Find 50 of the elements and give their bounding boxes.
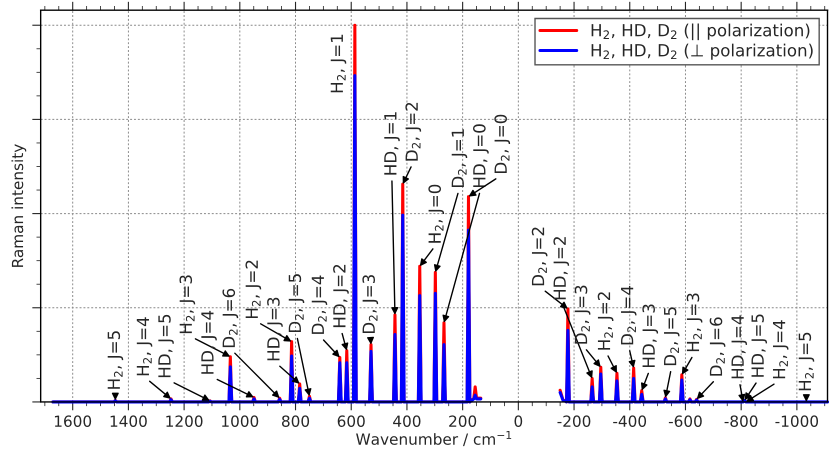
annotation: H$_{2}$, J=3 xyxy=(686,294,702,352)
annotation: H$_{2}$, J=3 xyxy=(179,275,196,334)
annotation: D$_{2}$, J=2 xyxy=(405,102,422,161)
annotation: D$_{2}$, J=1 xyxy=(452,129,468,187)
x-tick-label: 1400 xyxy=(110,415,147,427)
legend-label: H$_{2}$, HD, D$_{2}$ (⊥ polarization) xyxy=(592,44,813,60)
annotation: HD, J=3 xyxy=(267,298,283,360)
x-tick-label: 1600 xyxy=(54,415,92,427)
x-tick-label: 400 xyxy=(393,415,420,427)
x-tick-label: -400 xyxy=(613,415,646,427)
annotation: D$_{2}$, J=5 xyxy=(664,307,680,366)
annotation: D$_{2}$, J=6 xyxy=(710,317,726,376)
legend-label: H$_{2}$, HD, D$_{2}$ (|| polarization) xyxy=(592,23,810,40)
annotation: H$_{2}$, J=2 xyxy=(598,292,614,350)
annotation: D$_{2}$, J=3 xyxy=(362,275,378,334)
annotation: H$_{2}$, J=2 xyxy=(245,260,262,318)
annotation: D$_{2}$, J=3 xyxy=(574,286,590,344)
y-axis-title: Raman intensity xyxy=(11,144,26,267)
annotation: HD, J=4 xyxy=(201,310,217,374)
x-tick-label: 1000 xyxy=(222,415,258,427)
annotation: HD, J=4 xyxy=(732,315,748,378)
annotation: H$_{2}$, J=4 xyxy=(136,317,152,376)
annotation: D$_{2}$, J=0 xyxy=(494,114,510,173)
annotation: HD, J=1 xyxy=(384,112,400,175)
annotation: D$_{2}$, J=4 xyxy=(621,286,637,344)
annotation: H$_{2}$, J=5 xyxy=(108,331,124,389)
annotation: HD, J=5 xyxy=(158,314,174,378)
annotation: HD, J=2 xyxy=(553,237,570,300)
annotation: HD, J=5 xyxy=(752,314,768,377)
annotation: HD, J=2 xyxy=(333,264,349,328)
x-tick-label: 1200 xyxy=(166,415,203,427)
annotation: D$_{2}$, J=6 xyxy=(222,288,238,348)
x-tick-label: -1000 xyxy=(775,415,818,427)
x-tick-label: -600 xyxy=(668,415,702,427)
annotation: HD, J=3 xyxy=(642,304,658,368)
annotation: D$_{2}$, J=5 xyxy=(288,274,304,332)
annotation: H$_{2}$, J=5 xyxy=(798,332,814,390)
x-axis-title: Wavenumber / cm$^{−1}$ xyxy=(356,431,512,446)
x-tick-label: -800 xyxy=(724,415,758,427)
annotation: H$_{2}$, J=1 xyxy=(330,34,346,92)
x-tick-label: 200 xyxy=(449,415,476,427)
x-tick-label: 0 xyxy=(514,415,522,427)
annotation: D$_{2}$, J=2 xyxy=(532,228,548,286)
x-tick-label: 800 xyxy=(282,415,310,427)
annotation: HD, J=0 xyxy=(473,124,489,187)
annotation: H$_{2}$, J=0 xyxy=(428,184,444,243)
x-tick-label: -200 xyxy=(557,415,590,427)
annotation: D$_{2}$, J=4 xyxy=(312,275,328,334)
x-tick-label: 600 xyxy=(338,415,365,427)
annotation: H$_{2}$, J=4 xyxy=(772,320,788,378)
